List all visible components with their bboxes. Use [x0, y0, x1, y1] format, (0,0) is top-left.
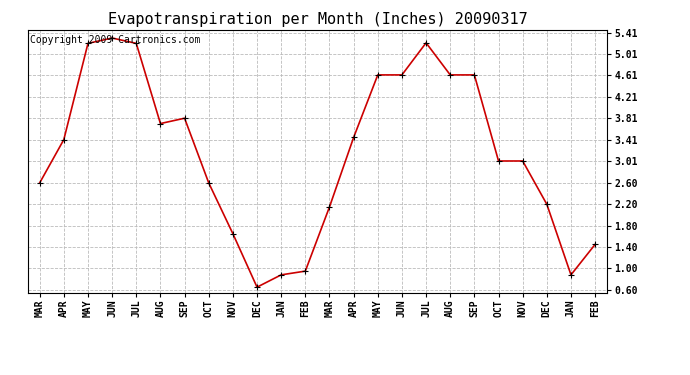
Text: Copyright 2009 Cartronics.com: Copyright 2009 Cartronics.com — [30, 35, 201, 45]
Title: Evapotranspiration per Month (Inches) 20090317: Evapotranspiration per Month (Inches) 20… — [108, 12, 527, 27]
